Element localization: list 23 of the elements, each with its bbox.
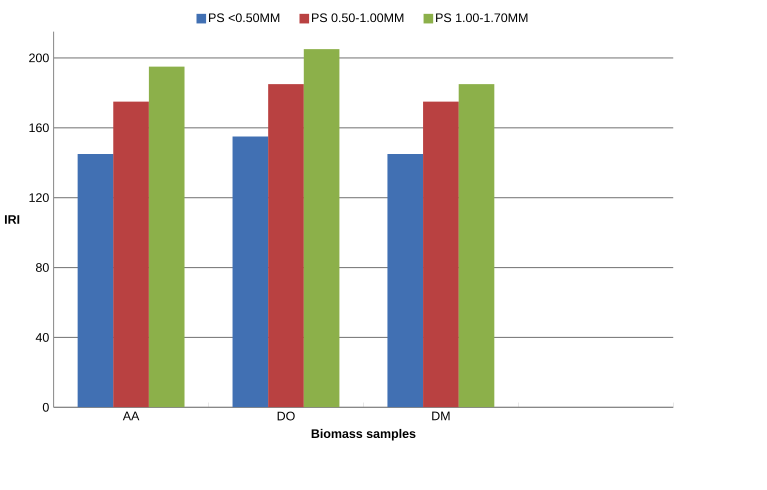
bar: [423, 102, 459, 408]
bar: [113, 102, 149, 408]
y-tick-label: 80: [36, 263, 49, 272]
bar: [304, 49, 340, 408]
y-tick-label: 200: [29, 54, 49, 62]
x-tick-label: DO: [278, 412, 295, 420]
legend-label: PS 1.00-1.70MM: [436, 13, 528, 22]
legend-label: PS <0.50MM: [209, 13, 280, 22]
x-tick-label: DM: [432, 412, 450, 420]
x-tick-label: AA: [122, 412, 140, 420]
y-axis-title: IRI: [4, 215, 20, 224]
y-tick-label: 40: [36, 333, 49, 342]
bar: [232, 136, 268, 408]
legend-label: PS 0.50-1.00MM: [312, 13, 404, 22]
bar: [458, 84, 494, 408]
y-tick-label: 120: [29, 193, 49, 202]
bar: [148, 66, 185, 408]
bar: [387, 154, 424, 408]
y-tick-label: 0: [42, 402, 49, 412]
bar: [268, 84, 304, 408]
x-axis-title: Biomass samples: [312, 428, 416, 441]
bar: [78, 154, 114, 408]
y-tick-label: 160: [29, 123, 49, 132]
